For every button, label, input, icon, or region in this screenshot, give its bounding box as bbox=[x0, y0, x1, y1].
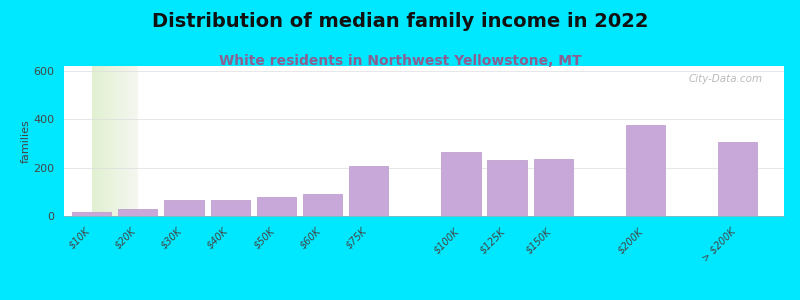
Bar bbox=[442, 152, 481, 216]
Text: City-Data.com: City-Data.com bbox=[688, 74, 762, 83]
Bar bbox=[257, 196, 296, 216]
Bar bbox=[303, 194, 342, 216]
Bar bbox=[718, 142, 758, 216]
Y-axis label: families: families bbox=[20, 119, 30, 163]
Bar bbox=[349, 167, 388, 216]
Bar bbox=[72, 212, 111, 216]
Text: White residents in Northwest Yellowstone, MT: White residents in Northwest Yellowstone… bbox=[218, 54, 582, 68]
Bar bbox=[534, 159, 573, 216]
Bar bbox=[164, 200, 204, 216]
Bar bbox=[487, 160, 526, 216]
Bar bbox=[210, 200, 250, 216]
Bar bbox=[626, 125, 665, 216]
Text: Distribution of median family income in 2022: Distribution of median family income in … bbox=[152, 12, 648, 31]
Bar bbox=[118, 209, 158, 216]
